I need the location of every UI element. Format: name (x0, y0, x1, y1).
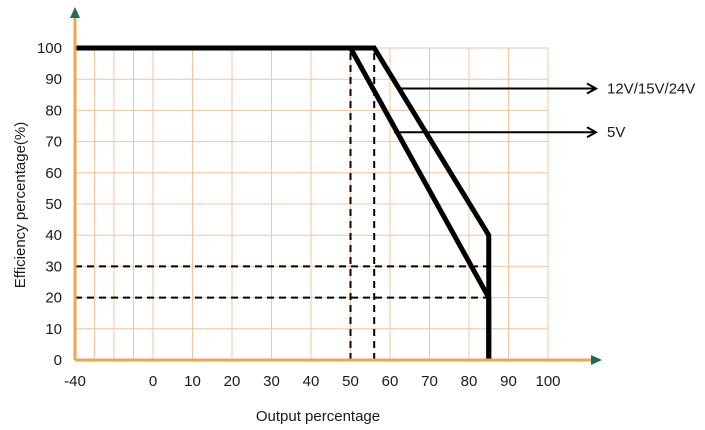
axes (70, 7, 602, 365)
grid (75, 47, 549, 360)
x-tick-label: 0 (149, 373, 157, 390)
series-lines (75, 45, 492, 360)
x-tick-label: 60 (382, 373, 399, 390)
x-tick-label: 90 (500, 373, 517, 390)
y-tick-label: 30 (45, 258, 62, 275)
x-tick-label: 80 (461, 373, 478, 390)
reference-lines (75, 48, 489, 360)
y-tick-label: 60 (45, 165, 62, 182)
y-tick-label: 10 (45, 321, 62, 338)
y-tick-label: 0 (54, 352, 62, 369)
x-tick-label: 20 (224, 373, 241, 390)
x-tick-label: -40 (64, 373, 86, 390)
y-axis-arrow-icon (70, 7, 80, 18)
tick-labels: -40 0 10 20 30 40 50 60 70 80 90 100010203040506070… (37, 40, 561, 390)
x-axis-arrow-icon (591, 355, 602, 365)
y-axis-title: Efficiency percentage(%) (12, 122, 29, 288)
x-tick-label: 50 (342, 373, 359, 390)
y-tick-label: 100 (37, 40, 62, 57)
y-tick-label: 80 (45, 102, 62, 119)
x-tick-label: 10 (184, 373, 201, 390)
y-tick-label: 40 (45, 227, 62, 244)
y-tick-label: 20 (45, 290, 62, 307)
y-tick-label: 70 (45, 134, 62, 151)
x-tick-label: 30 (263, 373, 280, 390)
y-tick-label: 50 (45, 196, 62, 213)
y-tick-label: 90 (45, 71, 62, 88)
x-tick-label: 40 (303, 373, 320, 390)
series-line-5v (75, 45, 492, 360)
annotation-label: 12V/15V/24V (607, 81, 695, 98)
annotations: 12V/15V/24V 5V (393, 81, 695, 141)
x-tick-label: 70 (421, 373, 438, 390)
annotation-label: 5V (607, 124, 625, 141)
x-tick-label: 100 (535, 373, 560, 390)
x-axis-title: Output percentage (256, 408, 380, 425)
